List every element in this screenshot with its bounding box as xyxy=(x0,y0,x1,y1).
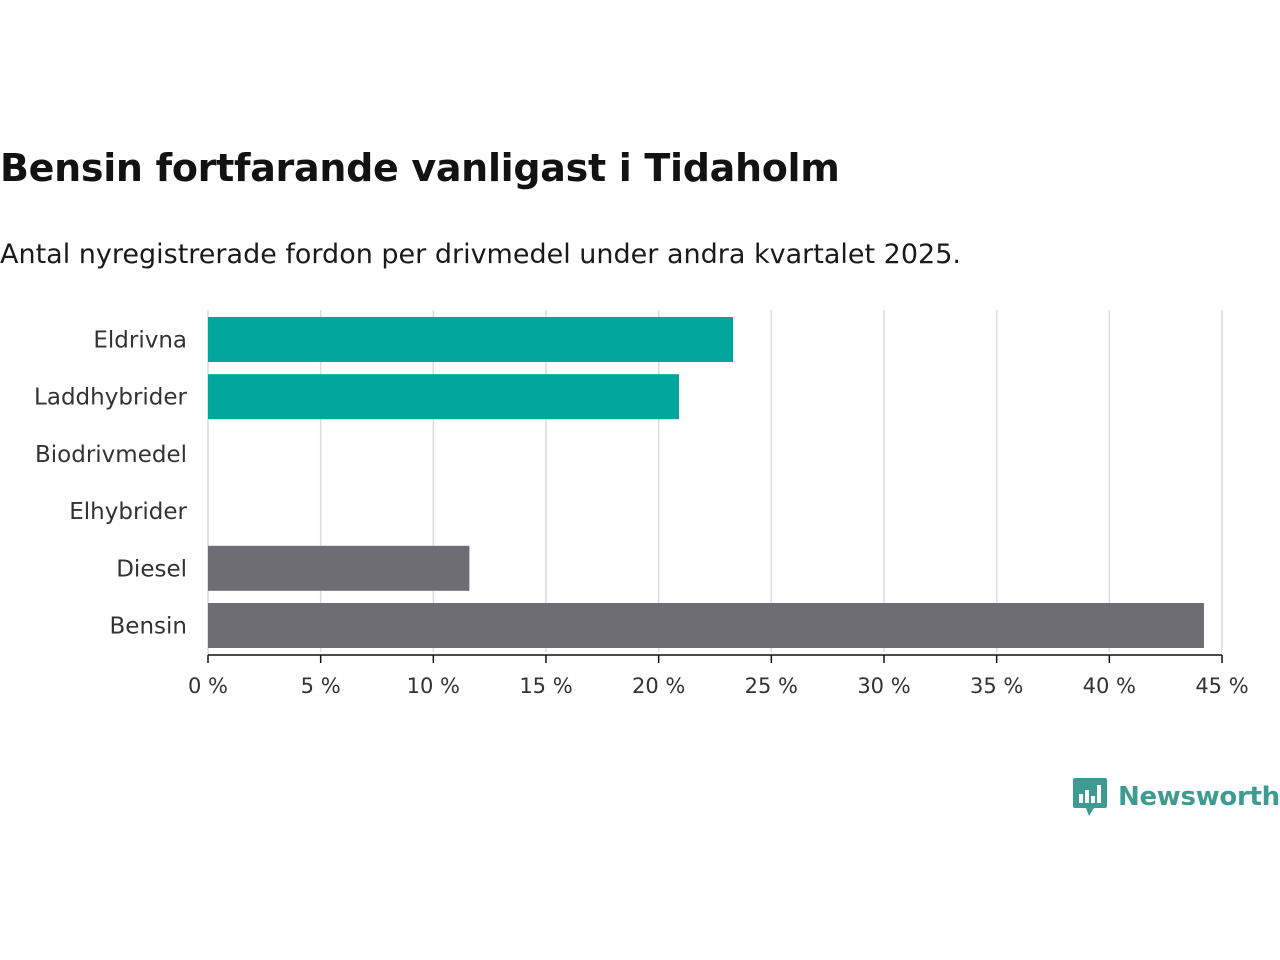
chart-title: Bensin fortfarande vanligast i Tidaholm xyxy=(0,146,840,190)
chart-subtitle: Antal nyregistrerade fordon per drivmede… xyxy=(0,239,961,270)
brand: Newsworthy xyxy=(1072,776,1280,818)
bars xyxy=(208,317,1204,648)
x-axis: 0 % 5 % 10 % 15 % 20 % 25 % 30 % 35 % 40 % 45 % xyxy=(188,654,1249,698)
newsworthy-logo-icon xyxy=(1073,778,1107,816)
category-label: Laddhybrider xyxy=(34,385,187,411)
x-tick-label: 15 % xyxy=(519,674,572,698)
x-tick-label: 5 % xyxy=(301,674,341,698)
bar-diesel xyxy=(208,545,470,591)
x-tick-label: 20 % xyxy=(632,674,685,698)
category-label: Bensin xyxy=(110,614,187,640)
x-tick-label: 25 % xyxy=(745,674,798,698)
bar-eldrivna xyxy=(208,317,734,362)
brand-name: Newsworthy xyxy=(1118,782,1280,812)
x-tick-label: 30 % xyxy=(857,674,910,698)
x-tick-label: 45 % xyxy=(1195,674,1248,698)
bar-bensin xyxy=(208,603,1204,648)
x-tick-label: 35 % xyxy=(970,674,1023,698)
category-label: Eldrivna xyxy=(93,328,187,354)
category-label: Biodrivmedel xyxy=(35,442,187,468)
x-tick-label: 40 % xyxy=(1083,674,1136,698)
bar-chart: Eldrivna Laddhybrider Biodrivmedel Elhybrid… xyxy=(34,310,1249,698)
category-label: Elhybrider xyxy=(69,499,187,525)
category-label: Diesel xyxy=(116,556,187,582)
category-labels: Eldrivna Laddhybrider Biodrivmedel Elhybrid… xyxy=(34,328,187,640)
bar-laddhybrider xyxy=(208,374,679,420)
grid-lines xyxy=(207,310,1223,655)
x-tick-label: 10 % xyxy=(407,674,460,698)
x-tick-label: 0 % xyxy=(188,674,228,698)
